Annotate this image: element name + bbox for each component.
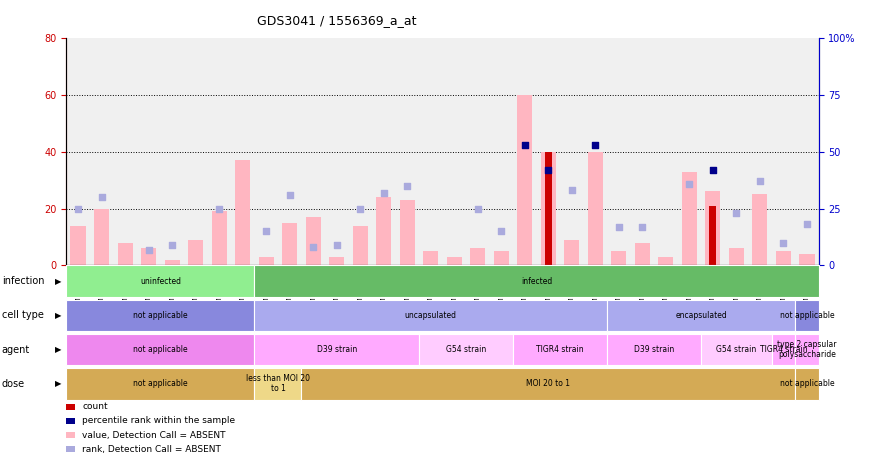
Bar bbox=[118, 243, 133, 265]
Point bbox=[589, 141, 603, 149]
Point bbox=[71, 205, 85, 212]
Point bbox=[612, 223, 626, 230]
Bar bbox=[517, 95, 533, 265]
Text: not applicable: not applicable bbox=[780, 379, 835, 388]
Bar bbox=[141, 248, 157, 265]
Point bbox=[635, 223, 650, 230]
Bar bbox=[165, 260, 180, 265]
Text: infected: infected bbox=[521, 277, 552, 286]
Bar bbox=[305, 217, 321, 265]
Text: not applicable: not applicable bbox=[133, 345, 188, 354]
Text: count: count bbox=[82, 402, 108, 411]
Text: GDS3041 / 1556369_a_at: GDS3041 / 1556369_a_at bbox=[257, 14, 416, 27]
Bar bbox=[728, 248, 744, 265]
Bar bbox=[799, 254, 814, 265]
Text: value, Detection Call = ABSENT: value, Detection Call = ABSENT bbox=[82, 431, 226, 439]
Point bbox=[753, 177, 767, 185]
Text: ▶: ▶ bbox=[56, 277, 62, 286]
Bar bbox=[494, 251, 509, 265]
Text: infection: infection bbox=[2, 276, 44, 286]
Text: agent: agent bbox=[2, 345, 30, 355]
Bar bbox=[705, 191, 720, 265]
Point bbox=[518, 141, 532, 149]
Text: type 2 capsular
polysaccharide: type 2 capsular polysaccharide bbox=[777, 340, 836, 359]
Bar bbox=[447, 257, 462, 265]
Text: not applicable: not applicable bbox=[133, 311, 188, 320]
Bar bbox=[352, 226, 368, 265]
Bar bbox=[329, 257, 344, 265]
Text: uncapsulated: uncapsulated bbox=[404, 311, 457, 320]
Bar bbox=[710, 206, 716, 265]
Bar bbox=[541, 152, 556, 265]
Text: D39 strain: D39 strain bbox=[634, 345, 674, 354]
Text: TIGR4 strain: TIGR4 strain bbox=[536, 345, 584, 354]
Point bbox=[259, 228, 273, 235]
Text: less than MOI 20
to 1: less than MOI 20 to 1 bbox=[246, 374, 310, 393]
Bar bbox=[212, 211, 227, 265]
Bar bbox=[470, 248, 485, 265]
Point bbox=[95, 193, 109, 201]
Bar bbox=[612, 251, 627, 265]
Bar bbox=[400, 200, 415, 265]
Bar bbox=[658, 257, 673, 265]
Point bbox=[306, 244, 320, 251]
Text: not applicable: not applicable bbox=[780, 311, 835, 320]
Text: dose: dose bbox=[2, 379, 25, 389]
Text: G54 strain: G54 strain bbox=[716, 345, 757, 354]
Text: TIGR4 strain: TIGR4 strain bbox=[759, 345, 807, 354]
Text: ▶: ▶ bbox=[56, 311, 62, 320]
Point bbox=[377, 189, 391, 196]
Bar bbox=[282, 223, 297, 265]
Text: cell type: cell type bbox=[2, 310, 43, 320]
Text: uninfected: uninfected bbox=[140, 277, 181, 286]
Text: percentile rank within the sample: percentile rank within the sample bbox=[82, 417, 235, 425]
Point bbox=[565, 187, 579, 194]
Bar bbox=[635, 243, 650, 265]
Point bbox=[471, 205, 485, 212]
Bar bbox=[564, 240, 580, 265]
Bar bbox=[235, 160, 250, 265]
Text: rank, Detection Call = ABSENT: rank, Detection Call = ABSENT bbox=[82, 445, 221, 454]
Bar bbox=[188, 240, 204, 265]
Point bbox=[800, 221, 814, 228]
Bar bbox=[681, 172, 697, 265]
Bar bbox=[94, 209, 109, 265]
Point bbox=[400, 182, 414, 190]
Point bbox=[705, 166, 720, 173]
Bar bbox=[776, 251, 791, 265]
Point bbox=[542, 166, 556, 173]
Point bbox=[494, 228, 508, 235]
Text: MOI 20 to 1: MOI 20 to 1 bbox=[527, 379, 570, 388]
Bar bbox=[376, 197, 391, 265]
Text: ▶: ▶ bbox=[56, 345, 62, 354]
Point bbox=[682, 180, 696, 187]
Point bbox=[776, 239, 790, 246]
Bar bbox=[423, 251, 438, 265]
Bar bbox=[71, 226, 86, 265]
Bar bbox=[752, 194, 767, 265]
Point bbox=[729, 210, 743, 217]
Point bbox=[142, 246, 156, 253]
Point bbox=[212, 205, 227, 212]
Point bbox=[353, 205, 367, 212]
Bar bbox=[258, 257, 273, 265]
Point bbox=[282, 191, 296, 199]
Bar bbox=[545, 152, 551, 265]
Point bbox=[329, 241, 343, 249]
Point bbox=[165, 241, 180, 249]
Text: ▶: ▶ bbox=[56, 379, 62, 388]
Bar bbox=[588, 152, 603, 265]
Text: encapsulated: encapsulated bbox=[675, 311, 727, 320]
Text: not applicable: not applicable bbox=[133, 379, 188, 388]
Text: D39 strain: D39 strain bbox=[317, 345, 357, 354]
Text: G54 strain: G54 strain bbox=[446, 345, 486, 354]
